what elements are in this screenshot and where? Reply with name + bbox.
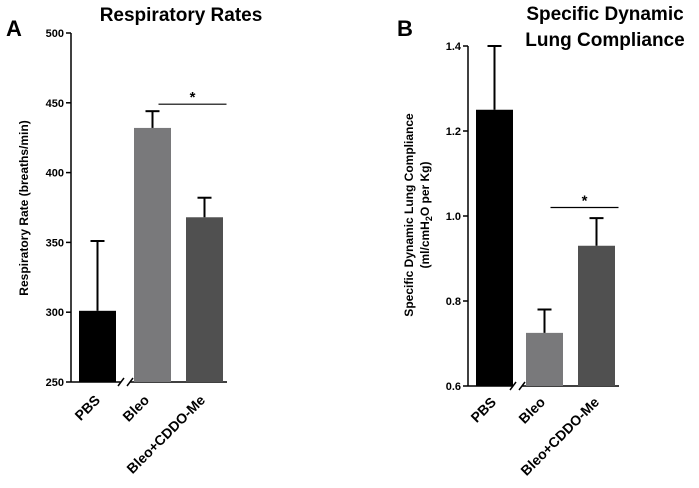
bar-b-3	[578, 245, 615, 386]
y-tick-label: 0.8	[446, 296, 461, 308]
y-tick-label: 350	[46, 237, 64, 249]
y-tick-label: 1.4	[446, 41, 462, 53]
y-tick-label: 500	[46, 28, 64, 40]
bar-b-1	[476, 109, 513, 386]
bar-a-2	[134, 127, 171, 382]
x-tick-label: Bleo	[515, 394, 548, 427]
axis-break-mark	[126, 377, 134, 387]
panel-letter-a: A	[6, 16, 22, 41]
chart-panel-a: A Respiratory Rates Respiratory Rate (br…	[6, 5, 262, 477]
x-tick-label: PBS	[467, 394, 499, 426]
y-axis-label-b-line1: Specific Dynamic Lung Compliance	[402, 113, 416, 317]
bar-b-2	[526, 332, 563, 386]
y-tick-label: 300	[46, 307, 64, 319]
y-tick-label: 400	[46, 168, 64, 180]
bar-a-1	[79, 310, 116, 382]
chart-title-b-line1: Specific Dynamic	[526, 4, 684, 25]
significance-star: *	[190, 89, 196, 106]
x-tick-label: Bleo	[119, 392, 152, 425]
y-axis-label-b-line2: (ml/cmH2O per Kg)	[418, 161, 434, 268]
y-tick-label: 0.6	[446, 381, 461, 393]
y-tick-label: 450	[46, 98, 64, 110]
significance-star: *	[582, 193, 588, 210]
axis-break-mark	[117, 377, 125, 387]
chart-title-a: Respiratory Rates	[100, 5, 263, 26]
y-tick-label: 250	[46, 377, 64, 389]
x-tick-label: PBS	[71, 392, 103, 424]
chart-panel-b: B Specific Dynamic Lung Compliance Speci…	[397, 4, 685, 479]
axis-break-mark	[518, 381, 526, 391]
chart-title-b-line2: Lung Compliance	[525, 30, 684, 51]
bar-a-3	[186, 217, 223, 382]
y-axis-label-a: Respiratory Rate (breaths/min)	[17, 120, 31, 295]
y-tick-label: 1.2	[446, 126, 461, 138]
y-tick-label: 1.0	[446, 211, 461, 223]
panel-letter-b: B	[397, 16, 413, 41]
